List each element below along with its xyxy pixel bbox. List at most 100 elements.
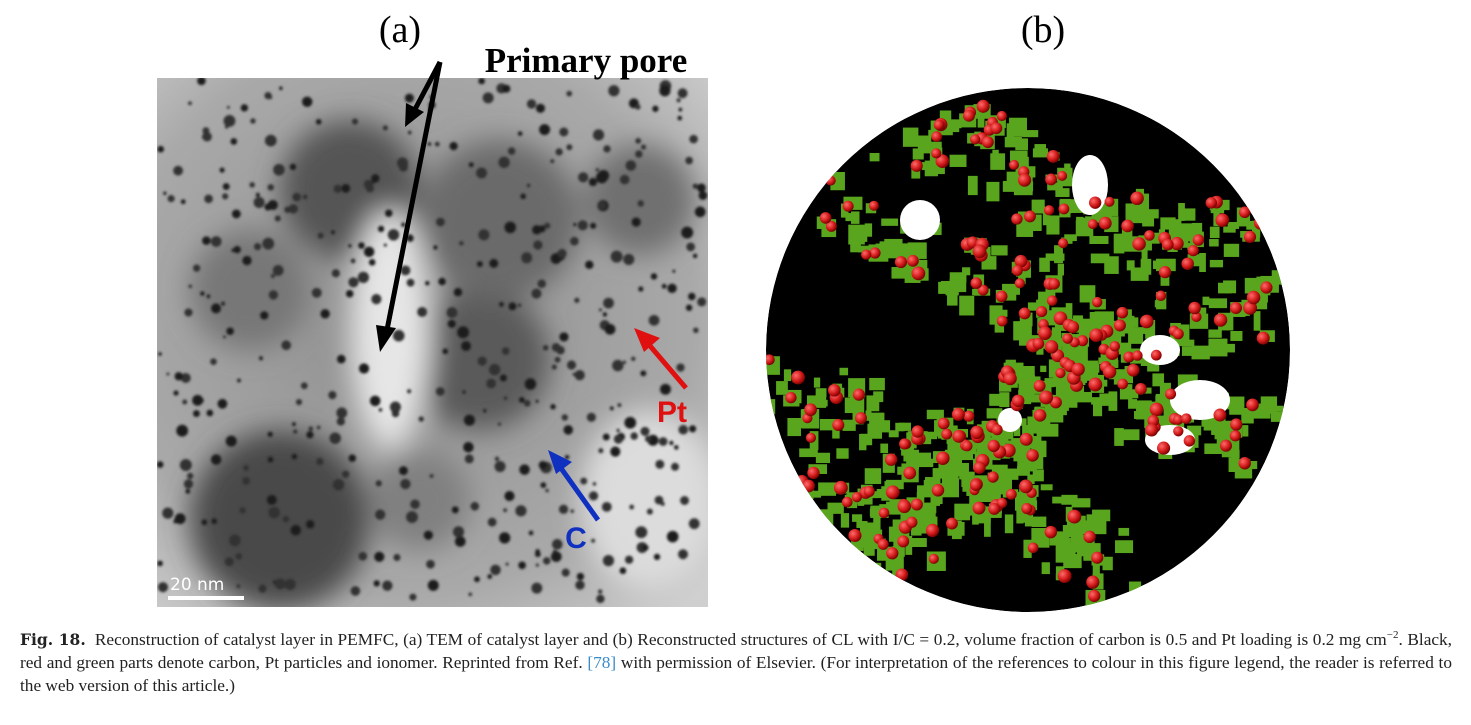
ionomer — [1181, 346, 1195, 356]
pt-dot — [423, 530, 433, 540]
ionomer — [1102, 556, 1113, 571]
ionomer — [818, 509, 834, 527]
pt-dot — [504, 221, 516, 234]
pt-dot — [453, 288, 463, 297]
pt-dot — [488, 363, 501, 376]
ionomer — [1025, 442, 1034, 449]
arrows — [376, 60, 688, 522]
pt-dot — [433, 245, 438, 250]
ionomer — [830, 171, 845, 191]
pt-dot — [680, 496, 690, 505]
ionomer — [818, 482, 837, 496]
pt-dot — [399, 466, 408, 476]
pt-dot — [272, 264, 284, 276]
pt-dot — [518, 561, 526, 570]
ionomer — [868, 582, 881, 603]
superscript: −2 — [1386, 629, 1399, 642]
pt-dot — [267, 184, 275, 191]
pt-dot — [610, 250, 623, 263]
ionomer — [1255, 183, 1264, 203]
pt-dot — [573, 223, 577, 227]
ionomer — [1076, 391, 1093, 403]
ionomer — [867, 423, 883, 439]
pt-dot — [578, 172, 589, 183]
pt-dot — [642, 544, 649, 551]
pt-particle — [988, 502, 1001, 515]
pt-dot — [635, 150, 643, 158]
ionomer — [1029, 421, 1040, 434]
pt-particle — [1213, 408, 1227, 422]
pt-dot — [518, 396, 525, 403]
annotation: C — [565, 522, 587, 555]
pt-dot — [635, 526, 648, 539]
pt-particle — [1157, 441, 1171, 455]
pt-dot — [363, 246, 375, 258]
pt-particle — [1017, 173, 1032, 187]
pt-dot — [692, 183, 698, 189]
pt-particle — [1307, 469, 1317, 479]
pt-dot — [497, 422, 502, 426]
pt-particle — [911, 266, 926, 281]
pt-particle — [1165, 388, 1177, 400]
pt-dot — [631, 217, 641, 227]
pt-dot — [694, 206, 706, 218]
pt-dot — [640, 371, 645, 376]
pt-dot — [242, 255, 252, 266]
ionomer — [998, 293, 1017, 301]
pt-dot — [221, 301, 225, 306]
pt-particle — [1027, 542, 1039, 554]
pt-particle — [1003, 371, 1017, 386]
pt-dot — [676, 98, 681, 103]
ionomer — [995, 309, 1008, 317]
pt-dot — [534, 551, 541, 558]
ionomer — [1209, 239, 1219, 247]
pt-dot — [264, 134, 277, 147]
ionomer — [1141, 209, 1159, 219]
ionomer — [1067, 203, 1084, 213]
ionomer — [1073, 315, 1083, 323]
pt-particle — [1011, 264, 1023, 276]
pt-dot — [646, 508, 653, 515]
reference-link[interactable]: [78] — [587, 653, 617, 672]
pt-dot — [406, 278, 415, 287]
pt-dot — [157, 461, 164, 468]
pt-particle — [952, 429, 966, 443]
ionomer — [910, 520, 922, 536]
pt-particle — [899, 438, 911, 450]
pt-dot — [316, 457, 324, 466]
pt-dot — [336, 417, 346, 426]
pt-dot — [279, 86, 283, 91]
pt-dot — [222, 335, 227, 339]
ionomer — [1118, 527, 1130, 536]
pt-dot — [542, 557, 551, 565]
ionomer — [961, 474, 970, 487]
ionomer — [1199, 252, 1206, 273]
pt-dot — [192, 410, 200, 418]
ionomer — [1047, 282, 1056, 298]
ionomer — [939, 483, 954, 490]
pt-dot — [566, 360, 577, 370]
pt-dot — [363, 179, 374, 189]
ionomer — [1056, 350, 1075, 362]
ionomer — [1042, 206, 1050, 226]
pt-dot — [348, 277, 359, 288]
pt-dot — [417, 306, 428, 317]
pt-dot — [174, 372, 183, 381]
pt-dot — [635, 137, 642, 144]
pt-particle — [1032, 337, 1045, 350]
pt-dot — [603, 145, 611, 153]
pt-dot — [667, 283, 677, 293]
pt-dot — [686, 242, 696, 252]
ionomer — [1147, 362, 1160, 372]
ionomer — [1113, 233, 1125, 254]
ionomer — [972, 288, 981, 296]
pt-dot — [406, 234, 414, 242]
pt-particle — [972, 244, 987, 259]
pt-dot — [654, 495, 664, 505]
pt-particle — [931, 148, 942, 159]
pt-particle — [1104, 196, 1115, 207]
pt-dot — [612, 359, 624, 372]
pt-dot — [580, 477, 588, 485]
ionomer — [901, 448, 909, 456]
void — [998, 408, 1022, 432]
